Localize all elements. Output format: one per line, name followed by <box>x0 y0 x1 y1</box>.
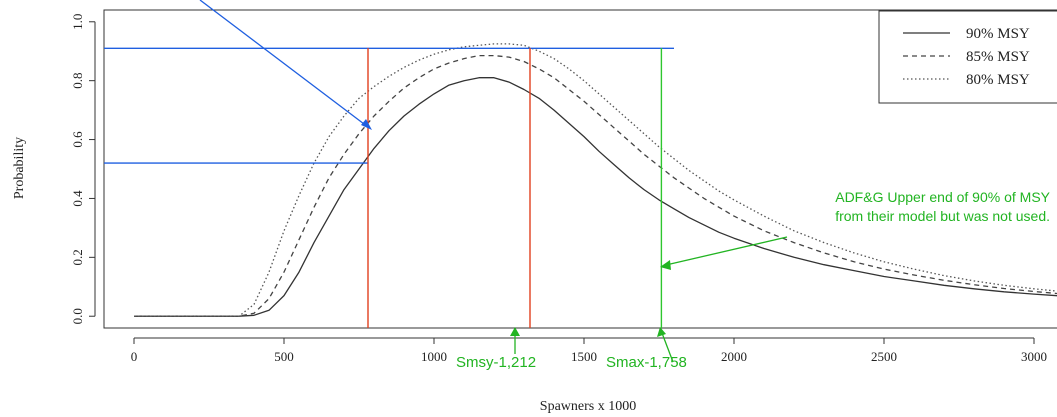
x-tick-label: 3000 <box>1021 349 1047 364</box>
x-tick-label: 2500 <box>871 349 897 364</box>
y-tick-label: 0.4 <box>70 190 85 207</box>
probability-arrow <box>200 0 372 130</box>
y-tick-label: 1.0 <box>70 14 85 30</box>
annotation-smsy: Smsy-1,212 <box>456 354 536 371</box>
legend-label-80: 80% MSY <box>966 72 1030 88</box>
legend-label-90: 90% MSY <box>966 26 1030 42</box>
upper-end-arrow-shaft <box>666 237 787 265</box>
y-tick-label: 0.0 <box>70 308 85 324</box>
probability-arrow-shaft <box>200 0 368 127</box>
annotation-upper-end-line2: from their model but was not used. <box>835 208 1050 224</box>
x-axis-title: Spawners x 1000 <box>540 399 636 414</box>
upper-end-arrow <box>660 237 787 270</box>
x-axis: 0 500 1000 1500 2000 2500 3000 <box>131 338 1047 364</box>
y-tick-label: 0.2 <box>70 249 85 265</box>
y-axis-title: Probability <box>12 137 27 199</box>
x-tick-label: 0 <box>131 349 138 364</box>
annotation-upper-end-line1: ADF&G Upper end of 90% of MSY <box>835 189 1050 205</box>
x-tick-label: 1500 <box>571 349 597 364</box>
y-tick-label: 0.6 <box>70 131 85 148</box>
annotation-smax: Smax-1,758 <box>606 354 687 371</box>
x-tick-label: 500 <box>274 349 294 364</box>
legend: 90% MSY 85% MSY 80% MSY <box>879 11 1057 103</box>
y-axis: 0.0 0.2 0.4 0.6 0.8 1.0 <box>70 14 95 325</box>
x-tick-label: 1000 <box>421 349 447 364</box>
smsy-arrow <box>510 327 520 354</box>
reference-lines <box>104 48 674 328</box>
x-tick-label: 2000 <box>721 349 747 364</box>
legend-label-85: 85% MSY <box>966 49 1030 65</box>
y-tick-label: 0.8 <box>70 73 85 89</box>
